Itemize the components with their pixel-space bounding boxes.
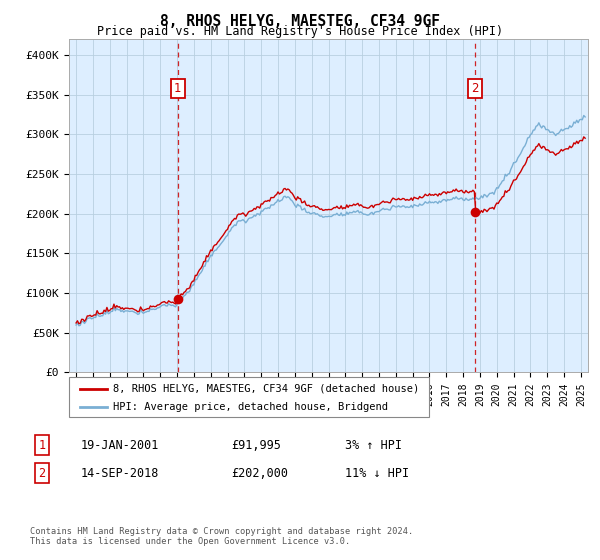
Text: £91,995: £91,995 — [231, 438, 281, 452]
Text: Contains HM Land Registry data © Crown copyright and database right 2024.
This d: Contains HM Land Registry data © Crown c… — [30, 526, 413, 546]
Text: HPI: Average price, detached house, Bridgend: HPI: Average price, detached house, Brid… — [113, 402, 388, 412]
Text: 2: 2 — [38, 466, 46, 480]
Text: 8, RHOS HELYG, MAESTEG, CF34 9GF (detached house): 8, RHOS HELYG, MAESTEG, CF34 9GF (detach… — [113, 384, 419, 394]
Text: Price paid vs. HM Land Registry's House Price Index (HPI): Price paid vs. HM Land Registry's House … — [97, 25, 503, 38]
Text: 11% ↓ HPI: 11% ↓ HPI — [345, 466, 409, 480]
Text: £202,000: £202,000 — [231, 466, 288, 480]
Text: 1: 1 — [174, 82, 182, 95]
Text: 14-SEP-2018: 14-SEP-2018 — [81, 466, 160, 480]
Text: 1: 1 — [38, 438, 46, 452]
Text: 8, RHOS HELYG, MAESTEG, CF34 9GF: 8, RHOS HELYG, MAESTEG, CF34 9GF — [160, 14, 440, 29]
Text: 3% ↑ HPI: 3% ↑ HPI — [345, 438, 402, 452]
Text: 2: 2 — [472, 82, 479, 95]
Text: 19-JAN-2001: 19-JAN-2001 — [81, 438, 160, 452]
